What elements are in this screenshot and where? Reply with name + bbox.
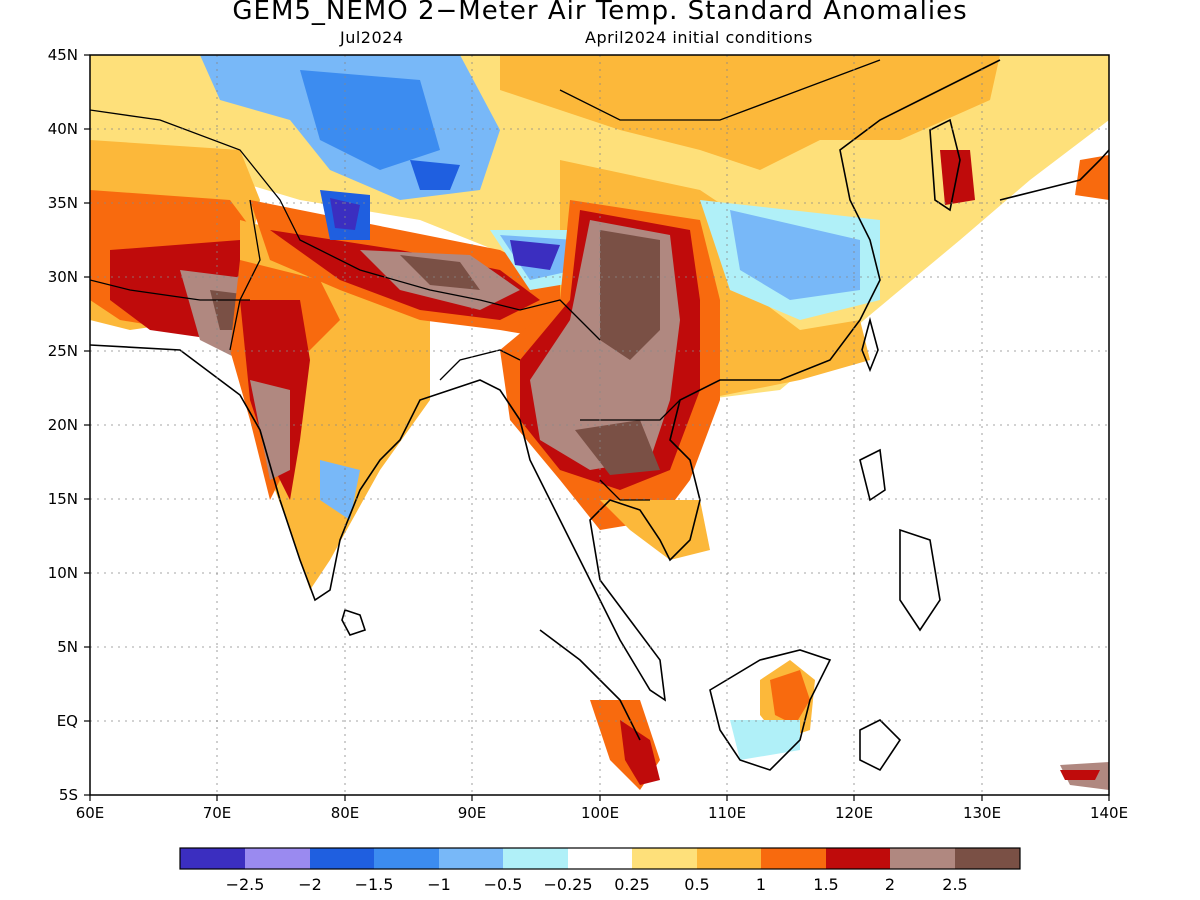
colorbar-swatch <box>180 848 245 869</box>
colorbar-label: 1.5 <box>813 875 838 894</box>
colorbar-swatch <box>503 848 568 869</box>
colorbar-swatch <box>568 848 632 869</box>
lon-label: 110E <box>708 804 746 822</box>
lon-label: 60E <box>76 804 105 822</box>
colorbar-swatch <box>697 848 761 869</box>
colorbar-label: 0.5 <box>684 875 709 894</box>
anomaly-field <box>90 55 1109 790</box>
lat-label: EQ <box>57 712 78 730</box>
colorbar <box>179 847 1021 870</box>
colorbar-swatch <box>761 848 826 869</box>
colorbar-label: −0.5 <box>484 875 523 894</box>
colorbar-swatch <box>310 848 374 869</box>
lon-label: 90E <box>458 804 487 822</box>
map-title: GEM5_NEMO 2−Meter Air Temp. Standard Ano… <box>232 0 968 26</box>
colorbar-label: −1.5 <box>355 875 394 894</box>
lon-label: 120E <box>835 804 873 822</box>
colorbar-labels: −2.5 −2 −1.5 −1 −0.5 −0.25 0.25 0.5 1 1.… <box>226 875 968 894</box>
colorbar-label: 1 <box>756 875 766 894</box>
lat-label: 5S <box>59 786 78 804</box>
colorbar-label: 0.25 <box>614 875 650 894</box>
colorbar-swatch <box>374 848 439 869</box>
colorbar-swatch <box>826 848 890 869</box>
graticule <box>90 55 1109 795</box>
colorbar-swatch <box>955 848 1020 869</box>
colorbar-label: 2.5 <box>942 875 967 894</box>
colorbar-frame <box>179 847 1021 870</box>
colorbar-label: 2 <box>885 875 895 894</box>
initial-conditions: April2024 initial conditions <box>585 28 813 47</box>
colorbar-label: −0.25 <box>543 875 592 894</box>
valid-month: Jul2024 <box>340 28 404 47</box>
latitude-labels: 45N 40N 35N 30N 25N 20N 15N 10N 5N EQ 5S <box>48 46 78 804</box>
lat-label: 30N <box>48 268 78 286</box>
colorbar-swatch <box>632 848 697 869</box>
lat-label: 10N <box>48 564 78 582</box>
lat-label: 25N <box>48 342 78 360</box>
lon-label: 140E <box>1090 804 1128 822</box>
colorbar-swatch <box>245 848 310 869</box>
lon-label: 130E <box>963 804 1001 822</box>
lat-label: 45N <box>48 46 78 64</box>
colorbar-label: −2.5 <box>226 875 265 894</box>
lat-label: 20N <box>48 416 78 434</box>
colorbar-swatch <box>890 848 955 869</box>
country-borders <box>90 59 881 501</box>
lon-label: 70E <box>203 804 232 822</box>
longitude-labels: 60E 70E 80E 90E 100E 110E 120E 130E 140E <box>76 804 1128 822</box>
colorbar-label: −1 <box>427 875 451 894</box>
lat-label: 40N <box>48 120 78 138</box>
lat-label: 5N <box>57 638 78 656</box>
lon-label: 100E <box>581 804 619 822</box>
lat-label: 15N <box>48 490 78 508</box>
lat-label: 35N <box>48 194 78 212</box>
colorbar-swatch <box>439 848 503 869</box>
coastlines <box>90 59 1109 772</box>
lon-label: 80E <box>331 804 360 822</box>
tick-marks <box>84 54 1110 801</box>
colorbar-label: −2 <box>298 875 322 894</box>
